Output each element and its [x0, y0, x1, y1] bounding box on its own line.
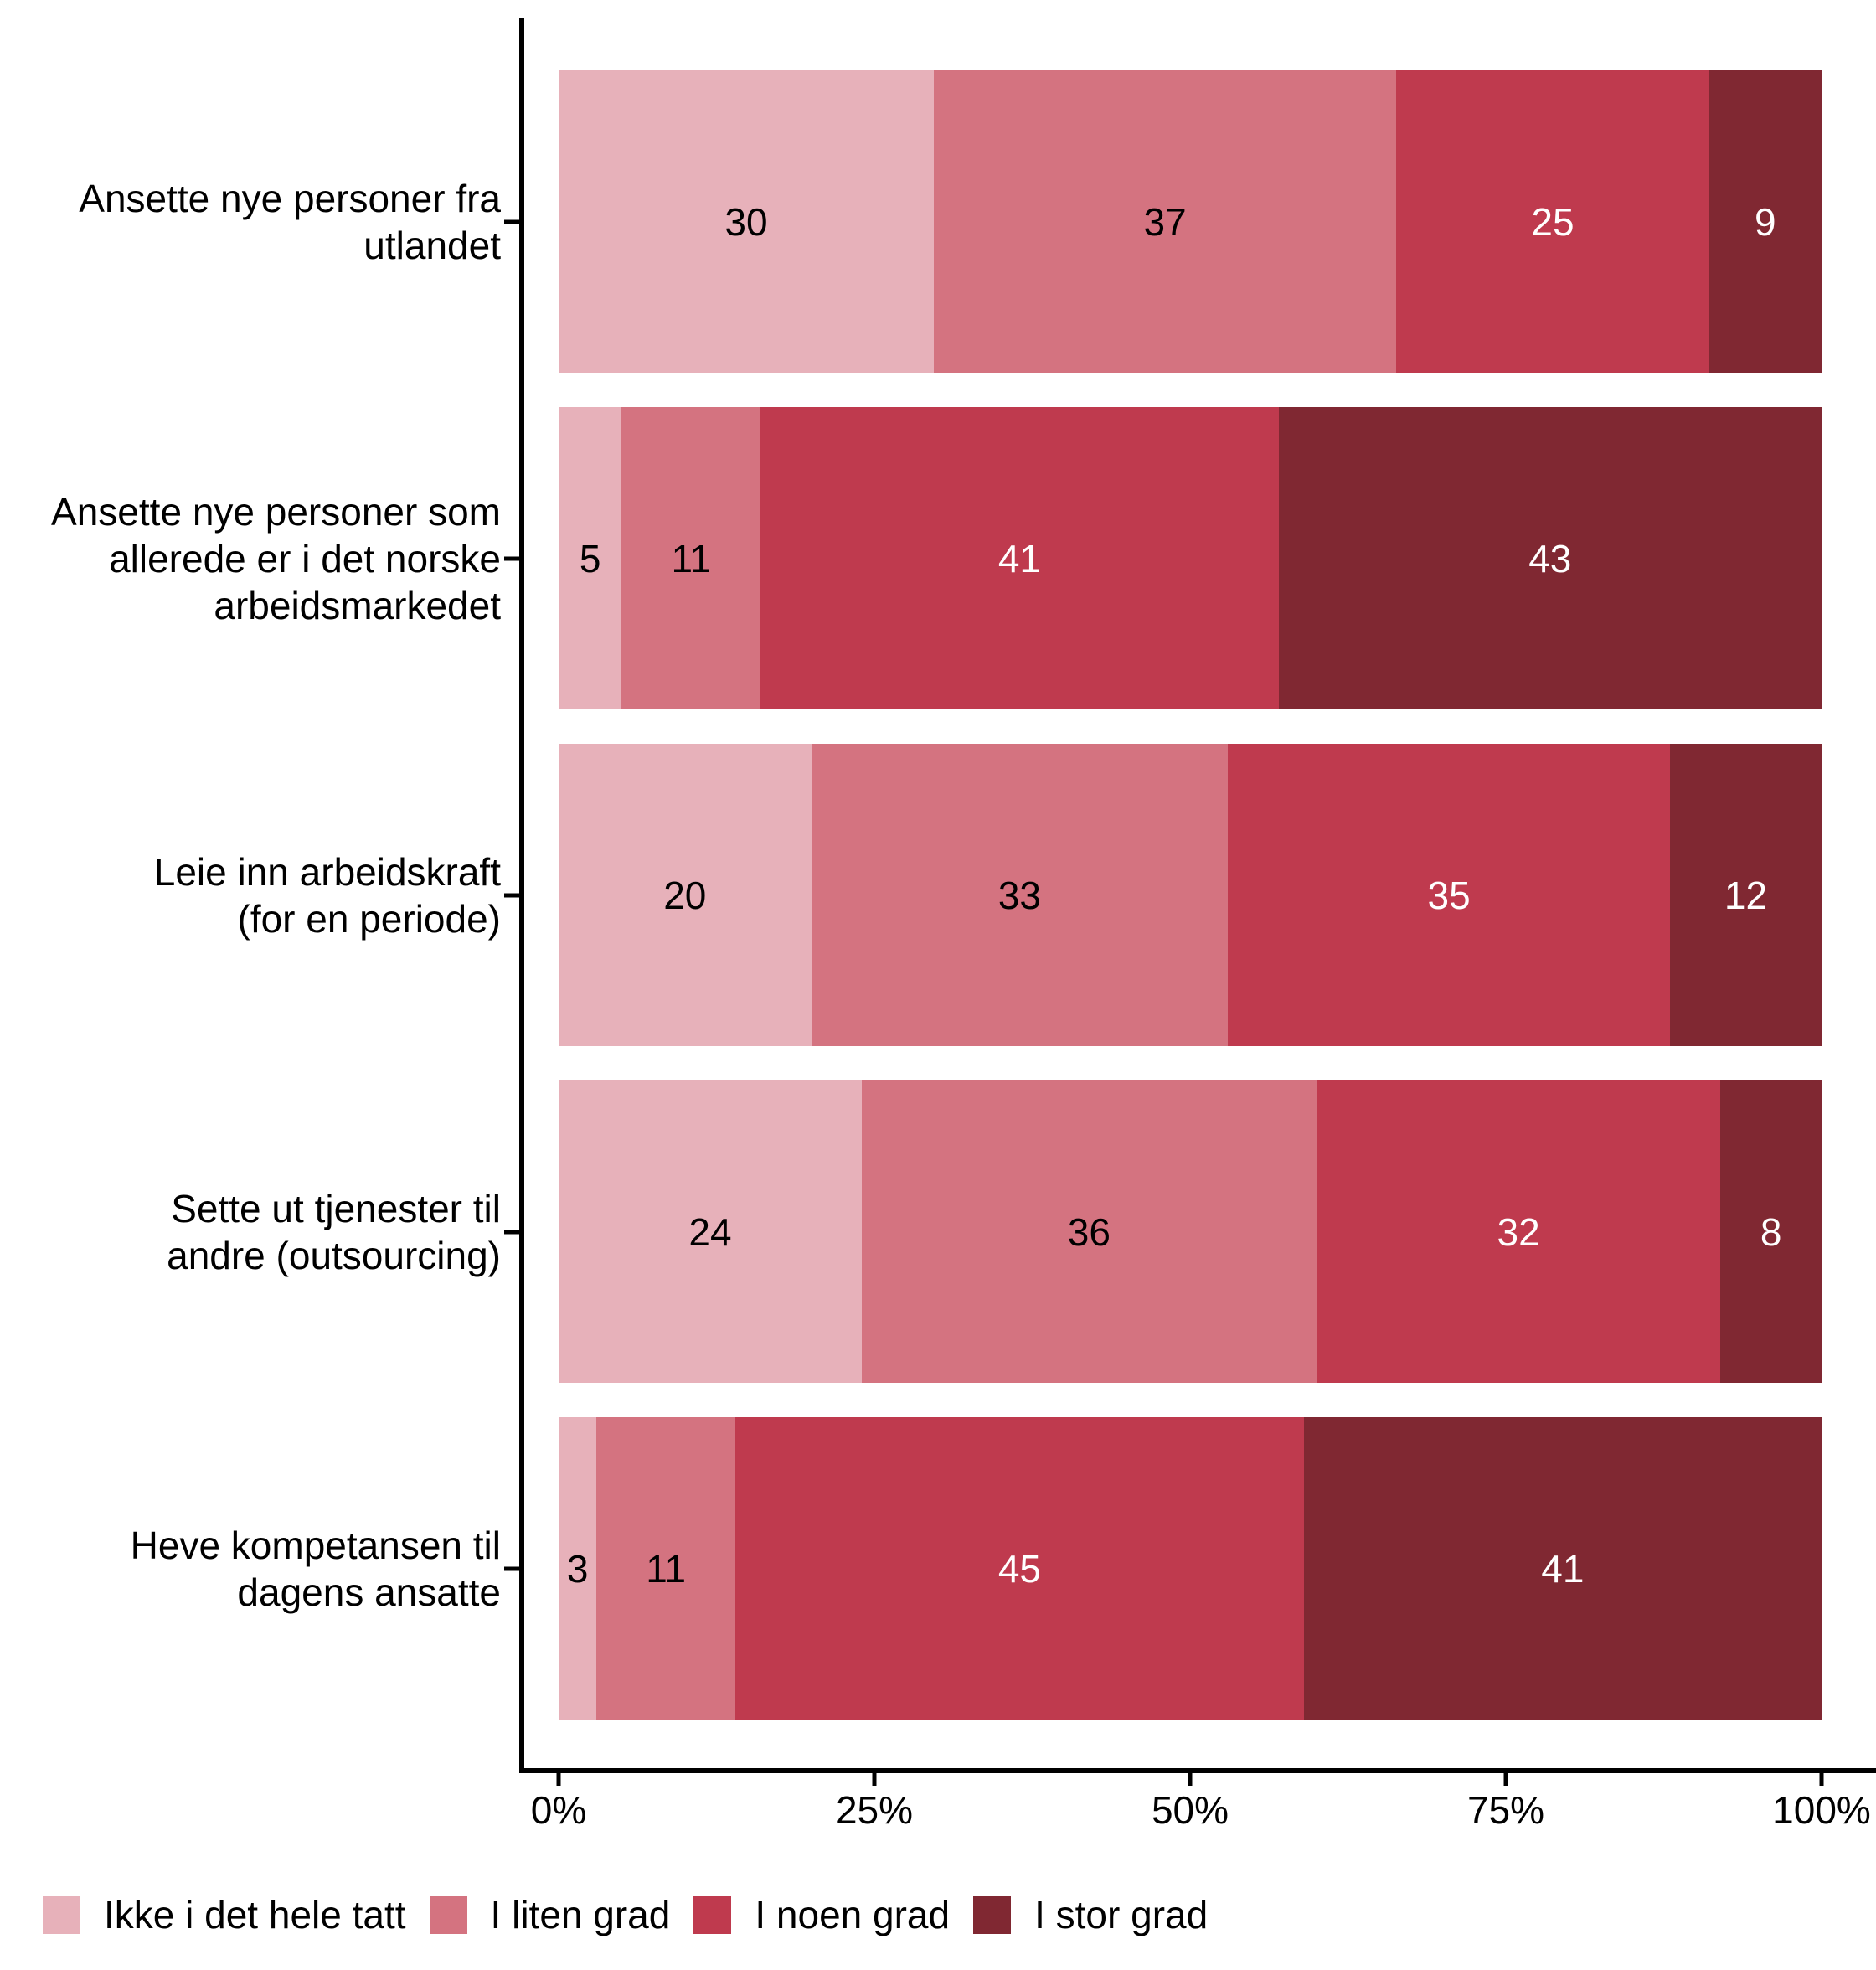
category-label-line: allerede er i det norske	[109, 536, 501, 580]
y-axis-tick	[504, 556, 519, 560]
category-label-line: Sette ut tjenester til	[171, 1186, 501, 1230]
bar-row: 30 37 25 9	[559, 70, 1822, 373]
bar-segment-i-liten-grad: 33	[811, 744, 1229, 1046]
category-label: Sette ut tjenester til andre (outsourcing…	[0, 1185, 501, 1279]
x-axis-line	[519, 1768, 1876, 1773]
bar-segment-i-liten-grad: 36	[861, 1080, 1317, 1383]
bar-segment-ikke-i-det-hele-tatt: 24	[559, 1080, 862, 1383]
value-label: 41	[997, 536, 1041, 580]
bar-segment-i-stor-grad: 9	[1708, 70, 1822, 373]
bar-segment-ikke-i-det-hele-tatt: 3	[559, 1417, 597, 1720]
value-label: 25	[1531, 199, 1574, 244]
x-axis-tick	[1188, 1773, 1193, 1786]
category-label-line: Ansette nye personer som	[51, 489, 501, 534]
x-axis-tick	[1819, 1773, 1824, 1786]
category-label-line: andre (outsourcing)	[167, 1233, 501, 1277]
y-axis-tick	[504, 219, 519, 224]
value-label: 9	[1755, 199, 1776, 244]
legend-label: I liten grad	[490, 1893, 671, 1936]
legend-label: I noen grad	[755, 1893, 951, 1936]
legend-label: I stor grad	[1034, 1893, 1209, 1936]
value-label: 24	[688, 1209, 732, 1254]
legend: Ikke i det hele tatt I liten grad I noen g…	[43, 1892, 1208, 1937]
bar-segment-i-noen-grad: 35	[1228, 744, 1671, 1046]
bar-row: 20 33 35 12	[559, 744, 1822, 1046]
category-label-line: Heve kompetansen til	[130, 1523, 501, 1567]
legend-swatch	[429, 1895, 467, 1934]
value-label: 35	[1427, 873, 1471, 917]
category-label-line: Leie inn arbeidskraft	[153, 849, 501, 894]
x-axis-tick	[556, 1773, 561, 1786]
bar-segment-ikke-i-det-hele-tatt: 30	[559, 70, 934, 373]
category-label: Ansette nye personer som allerede er i de…	[0, 488, 501, 629]
value-label: 37	[1143, 199, 1187, 244]
category-label-line: utlandet	[363, 223, 501, 267]
value-label: 11	[671, 536, 712, 580]
bar-row: 3 11 45 41	[559, 1417, 1822, 1720]
x-axis-tick	[872, 1773, 877, 1786]
legend-item: I stor grad	[973, 1892, 1208, 1937]
bar-segment-i-liten-grad: 11	[621, 407, 761, 709]
category-label-line: arbeidsmarkedet	[214, 583, 501, 627]
legend-swatch	[973, 1895, 1012, 1934]
legend-item: I noen grad	[693, 1892, 950, 1937]
y-axis-tick	[504, 893, 519, 897]
value-label: 41	[1541, 1546, 1585, 1591]
value-label: 3	[566, 1546, 589, 1591]
legend-swatch	[693, 1895, 732, 1934]
value-label: 20	[663, 873, 707, 917]
bar-segment-i-noen-grad: 32	[1316, 1080, 1721, 1383]
value-label: 32	[1497, 1209, 1540, 1254]
bar-segment-i-liten-grad: 11	[596, 1417, 736, 1720]
legend-item: Ikke i det hele tatt	[43, 1892, 406, 1937]
category-label: Ansette nye personer fra utlandet	[0, 175, 501, 269]
y-axis-tick	[504, 1230, 519, 1234]
category-label: Heve kompetansen til dagens ansatte	[0, 1522, 501, 1616]
bar-segment-ikke-i-det-hele-tatt: 20	[559, 744, 812, 1046]
category-label-line: dagens ansatte	[237, 1570, 501, 1614]
value-label: 36	[1067, 1209, 1111, 1254]
bar-segment-i-noen-grad: 25	[1396, 70, 1709, 373]
value-label: 33	[997, 873, 1041, 917]
legend-label: Ikke i det hele tatt	[104, 1893, 406, 1936]
x-axis-tick-label: 50%	[1151, 1788, 1229, 1832]
x-axis-tick-label: 0%	[530, 1788, 587, 1832]
x-axis-tick-label: 100%	[1772, 1788, 1871, 1832]
value-label: 30	[724, 199, 768, 244]
x-axis-tick-label: 75%	[1466, 1788, 1545, 1832]
category-label: Leie inn arbeidskraft (for en periode)	[0, 848, 501, 942]
category-label-line: (for en periode)	[237, 896, 502, 941]
bar-segment-i-stor-grad: 41	[1303, 1417, 1822, 1720]
bar-segment-i-liten-grad: 37	[933, 70, 1397, 373]
value-label: 45	[997, 1546, 1041, 1591]
value-label: 5	[579, 536, 601, 580]
bar-segment-i-stor-grad: 8	[1720, 1080, 1822, 1383]
legend-swatch	[43, 1895, 80, 1934]
bar-row: 24 36 32 8	[559, 1080, 1822, 1383]
bar-segment-i-noen-grad: 41	[760, 407, 1279, 709]
bar-segment-i-noen-grad: 45	[735, 1417, 1304, 1720]
bar-segment-i-stor-grad: 43	[1278, 407, 1822, 709]
value-label: 11	[646, 1546, 687, 1591]
value-label: 12	[1724, 873, 1768, 917]
value-label: 43	[1528, 536, 1572, 580]
legend-item: I liten grad	[429, 1892, 671, 1937]
x-axis-tick-label: 25%	[835, 1788, 914, 1832]
y-axis-tick	[504, 1566, 519, 1570]
bar-segment-i-stor-grad: 12	[1670, 744, 1822, 1046]
bar-segment-ikke-i-det-hele-tatt: 5	[559, 407, 622, 709]
x-axis-tick	[1503, 1773, 1508, 1786]
value-label: 8	[1760, 1209, 1782, 1254]
y-axis-line	[519, 18, 524, 1773]
category-label-line: Ansette nye personer fra	[79, 176, 501, 220]
bar-row: 5 11 41 43	[559, 407, 1822, 709]
